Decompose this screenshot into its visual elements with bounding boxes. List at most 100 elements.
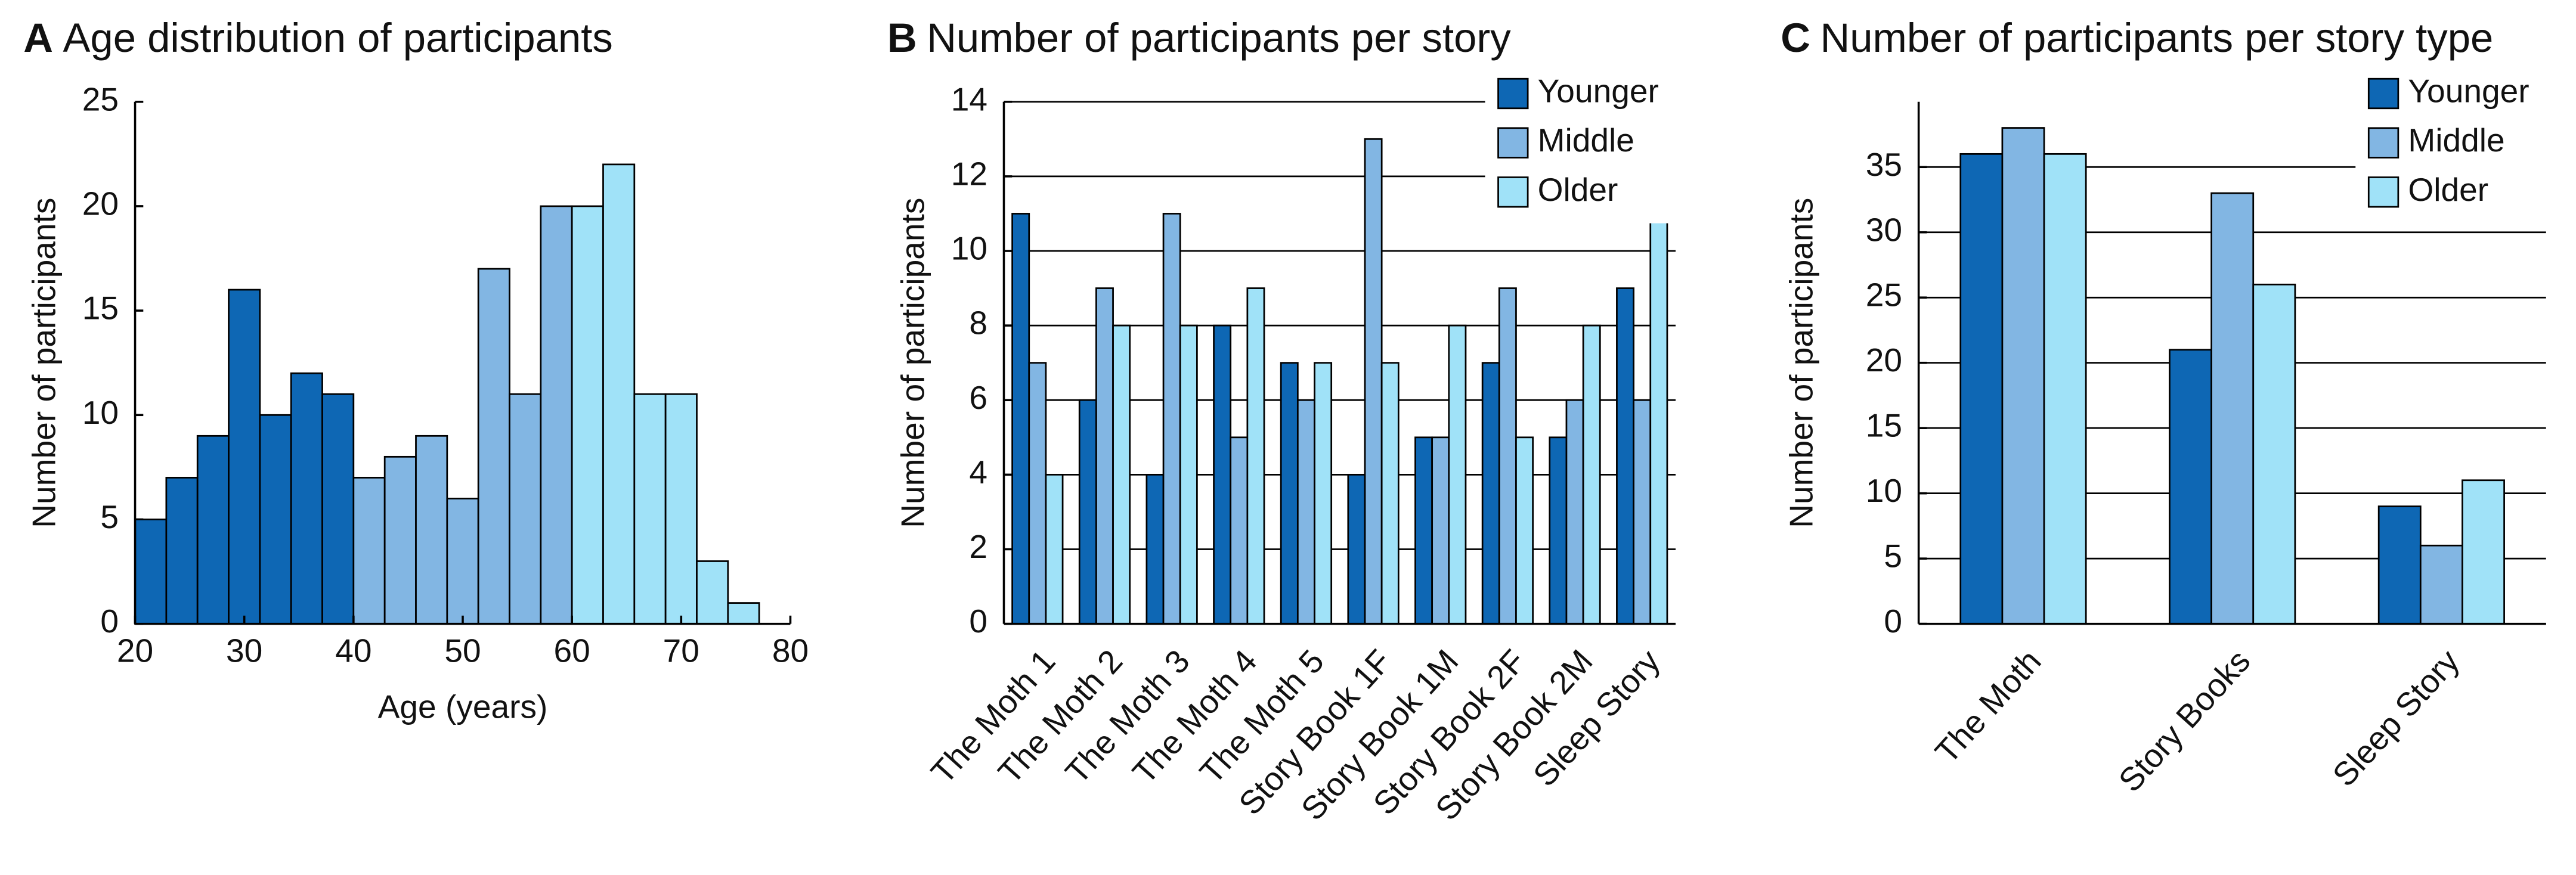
histogram-bar: [415, 435, 448, 625]
bar: [2419, 544, 2463, 625]
histogram-bar: [446, 498, 479, 625]
bar: [1296, 399, 1315, 625]
bar: [1498, 287, 1517, 625]
bar: [1549, 436, 1568, 625]
bar: [1314, 362, 1333, 625]
x-tick-label: 50: [444, 632, 481, 669]
x-tick-label: 80: [772, 632, 809, 669]
bar: [1582, 324, 1601, 625]
y-tick-label: 12: [951, 155, 987, 192]
y-tick-label: 5: [100, 498, 119, 535]
bar: [1095, 287, 1114, 625]
bar: [1431, 436, 1450, 625]
bar: [1145, 473, 1165, 625]
histogram-bar: [290, 372, 323, 625]
y-tick-label: 8: [969, 305, 987, 342]
bar: [2043, 153, 2087, 625]
panel-title: C Number of participants per story type: [1781, 15, 2493, 61]
bar: [1380, 362, 1400, 625]
y-tick-label: 30: [1866, 211, 1902, 248]
histogram-bar: [509, 393, 542, 625]
bar: [1230, 436, 1249, 625]
y-tick-label: 0: [100, 603, 119, 640]
histogram-bar: [228, 288, 261, 625]
y-tick-label: 4: [969, 454, 987, 491]
y-tick-label: 15: [1866, 407, 1902, 444]
histogram-bar: [259, 414, 292, 625]
histogram-bar: [571, 205, 604, 625]
bar: [1280, 362, 1299, 625]
title-text: Number of participants per story: [927, 15, 1511, 61]
y-tick-label: 10: [1866, 472, 1902, 509]
bar: [1045, 473, 1064, 625]
x-tick-label: 60: [554, 632, 590, 669]
panel-label: C: [1781, 15, 1810, 61]
y-tick-label: 6: [969, 379, 987, 416]
bar: [2462, 479, 2505, 625]
bar: [1616, 287, 1634, 625]
bar: [1959, 153, 2004, 625]
x-tick-label: Sleep Story: [2326, 643, 2467, 793]
histogram-bar: [352, 476, 386, 625]
bar: [1649, 213, 1668, 625]
histogram-bar: [633, 393, 667, 625]
legend-swatch: [2367, 176, 2399, 208]
bar: [1364, 138, 1383, 625]
bar: [2001, 127, 2045, 625]
histogram-bar: [477, 268, 510, 625]
histogram-bar: [540, 205, 573, 625]
y-tick-label: 10: [951, 230, 987, 267]
bar: [1179, 324, 1198, 625]
legend-swatch: [1497, 176, 1529, 208]
y-axis-label: Number of participants: [25, 198, 62, 528]
bar: [1213, 324, 1232, 625]
x-tick-label: 70: [663, 632, 699, 669]
histogram-bar: [383, 455, 417, 625]
bar: [1515, 436, 1534, 625]
y-tick-label: 2: [969, 528, 987, 565]
bar: [1565, 399, 1584, 625]
histogram-bar: [134, 519, 168, 625]
histogram-bar: [165, 476, 199, 625]
legend-label: Younger: [1538, 73, 1659, 110]
x-tick-label: 30: [226, 632, 262, 669]
y-tick-label: 0: [1884, 603, 1902, 640]
legend-label: Older: [2408, 171, 2488, 208]
legend-swatch: [2367, 127, 2399, 159]
bar: [1078, 399, 1097, 625]
title-text: Age distribution of participants: [63, 15, 612, 61]
bar: [2252, 283, 2296, 625]
y-tick-label: 5: [1884, 538, 1902, 575]
bar: [2169, 349, 2212, 625]
y-tick-label: 35: [1866, 146, 1902, 183]
bar: [2377, 505, 2422, 625]
legend-swatch: [1497, 77, 1529, 110]
panel-label: B: [887, 15, 917, 61]
panel-title: B Number of participants per story: [887, 15, 1511, 61]
bar: [2210, 192, 2255, 625]
x-tick-label: The Moth: [1928, 643, 2048, 770]
y-tick-label: 25: [82, 80, 119, 117]
y-tick-label: 20: [1866, 342, 1902, 378]
histogram-bar: [664, 393, 698, 625]
bar: [1347, 473, 1366, 625]
histogram-bar: [321, 393, 355, 625]
bar: [1112, 324, 1131, 625]
y-axis-label: Number of participants: [1782, 198, 1819, 528]
y-tick-label: 10: [82, 394, 119, 431]
bar: [1414, 436, 1433, 625]
bar: [1633, 399, 1652, 625]
bar: [1011, 213, 1030, 625]
legend-label: Middle: [2408, 122, 2504, 159]
bar: [1481, 362, 1500, 625]
bar: [1162, 213, 1181, 625]
histogram-bar: [196, 435, 230, 625]
legend-label: Older: [1538, 171, 1618, 208]
histogram-bar: [602, 163, 636, 625]
title-text: Number of participants per story type: [1820, 15, 2494, 61]
legend-label: Middle: [1538, 122, 1634, 159]
y-tick-label: 20: [82, 185, 119, 222]
histogram-bar: [696, 560, 729, 625]
